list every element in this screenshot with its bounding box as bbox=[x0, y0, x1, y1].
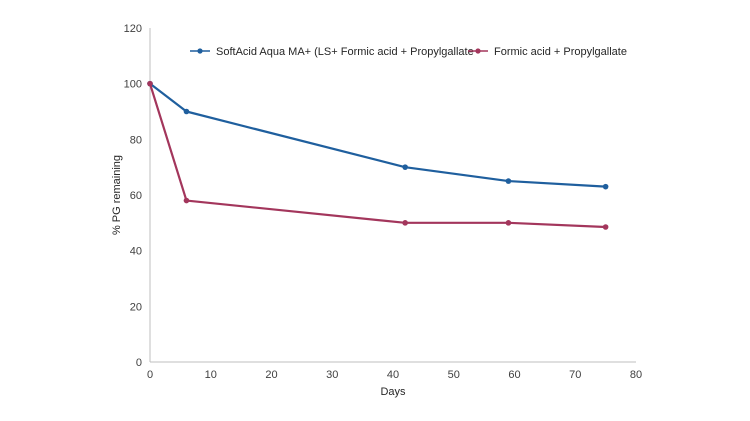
data-point bbox=[183, 197, 190, 204]
x-axis-title: Days bbox=[380, 386, 406, 398]
x-tick-label: 60 bbox=[508, 369, 520, 381]
legend-marker-formic bbox=[475, 48, 481, 54]
x-tick-labels: 0 10 20 30 40 50 60 70 80 bbox=[147, 369, 642, 381]
x-tick-label: 70 bbox=[569, 369, 581, 381]
data-point bbox=[602, 224, 609, 230]
x-tick-label: 40 bbox=[387, 369, 399, 381]
y-tick-label: 120 bbox=[124, 23, 142, 35]
data-point bbox=[147, 80, 153, 87]
x-tick-label: 50 bbox=[448, 369, 460, 381]
series-1 bbox=[147, 80, 609, 230]
legend-label-softacid: SoftAcid Aqua MA+ (LS+ Formic acid + Pro… bbox=[216, 46, 474, 58]
x-tick-label: 0 bbox=[147, 369, 153, 381]
y-axis: 0 20 40 60 80 100 120 bbox=[124, 23, 151, 369]
legend-item-formic: Formic acid + Propylgallate bbox=[468, 46, 627, 58]
y-tick-labels: 0 20 40 60 80 100 120 bbox=[124, 23, 142, 369]
y-tick-label: 60 bbox=[130, 190, 142, 202]
data-point bbox=[602, 183, 609, 190]
y-axis-title: % PG remaining bbox=[111, 155, 123, 235]
x-tick-label: 10 bbox=[205, 369, 217, 381]
series-layer bbox=[147, 80, 609, 230]
data-point bbox=[505, 178, 512, 184]
y-tick-label: 20 bbox=[130, 301, 142, 313]
y-tick-label: 100 bbox=[124, 79, 142, 91]
legend-label-formic: Formic acid + Propylgallate bbox=[494, 46, 627, 58]
x-tick-label: 30 bbox=[326, 369, 338, 381]
x-axis: 0 10 20 30 40 50 60 70 80 bbox=[147, 361, 642, 381]
legend-item-softacid: SoftAcid Aqua MA+ (LS+ Formic acid + Pro… bbox=[190, 46, 474, 58]
data-point bbox=[505, 220, 512, 226]
y-tick-label: 40 bbox=[130, 246, 142, 258]
x-tick-label: 20 bbox=[265, 369, 277, 381]
data-point bbox=[183, 108, 190, 115]
series-0 bbox=[147, 80, 609, 190]
y-tick-label: 0 bbox=[136, 357, 142, 369]
legend-marker-softacid bbox=[197, 48, 203, 54]
x-tick-label: 80 bbox=[630, 369, 642, 381]
data-point bbox=[402, 220, 408, 226]
data-point bbox=[402, 164, 408, 170]
legend: SoftAcid Aqua MA+ (LS+ Formic acid + Pro… bbox=[190, 46, 627, 58]
series-line-0 bbox=[149, 82, 606, 188]
series-line-1 bbox=[148, 83, 606, 229]
y-tick-label: 80 bbox=[130, 134, 142, 146]
